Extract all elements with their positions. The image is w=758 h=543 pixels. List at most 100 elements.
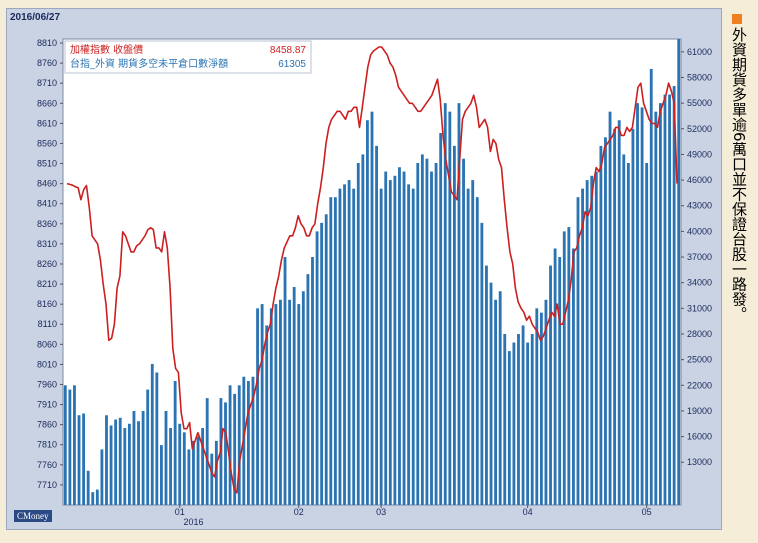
bar [178,423,182,505]
bar [553,248,557,505]
left-axis-tick-label: 8060 [37,339,57,349]
bar [411,188,415,505]
bar [150,363,154,505]
legend-value: 8458.87 [270,45,307,56]
bar [324,214,328,505]
bar [196,436,200,505]
bar [590,175,594,505]
left-axis-tick-label: 8810 [37,38,57,48]
bar [507,351,511,505]
x-axis-tick-label: 01 [175,507,185,517]
bar [301,291,305,505]
bar [462,158,465,505]
bar [343,184,346,506]
bar [393,175,397,505]
left-axis-tick-label: 8260 [37,259,57,269]
bar [283,257,287,505]
left-axis-tick-label: 8510 [37,159,57,169]
bar [517,333,520,505]
bar [503,333,507,505]
bar [379,188,383,505]
right-axis-tick-label: 43000 [687,201,712,211]
bar [636,103,639,505]
bar [366,120,369,505]
bar [127,423,131,505]
right-axis-tick-label: 31000 [687,303,712,313]
bar [498,291,502,505]
bar [370,111,374,506]
right-axis-tick-label: 46000 [687,175,712,185]
bar [512,342,516,505]
bar [95,489,99,505]
left-axis-tick-label: 8360 [37,219,57,229]
bar [430,171,433,505]
bar [123,428,127,505]
bar [471,180,475,505]
right-axis-tick-label: 16000 [687,432,712,442]
bar [448,111,452,506]
side-caption: 外資期貨多單逾6萬口並不保證台股一路發。 [729,14,751,322]
bar [631,128,635,505]
legend-label: 台指_外資 期貨多空未平倉口數淨額 [70,57,228,70]
bar [118,417,122,505]
bar [485,265,488,505]
bar [306,274,310,505]
bar [526,342,530,505]
bar [68,389,72,505]
bar [297,304,301,505]
bar [654,111,658,506]
x-axis-year-label: 2016 [183,517,203,527]
bar [169,428,172,505]
chart-svg: 8810 8760 8710 8660 8610 8560 8510 8460 8410 8360… [37,38,712,527]
left-axis-tick-label: 8760 [37,58,57,68]
bar [407,184,411,506]
bar [329,197,333,506]
bar [608,111,612,506]
bar [182,432,186,505]
left-axis-tick-label: 8460 [37,179,57,189]
right-axis-tick-label: 19000 [687,406,712,416]
left-axis-tick-label: 8560 [37,138,57,148]
bar [233,393,237,505]
caption-marker-icon [732,14,742,24]
bar [246,381,250,505]
chart-panel: 8810 8760 8710 8660 8610 8560 8510 8460 8410 8360… [6,8,722,530]
bar [265,325,269,505]
bar [356,162,360,506]
left-axis-tick-label: 8660 [37,98,57,108]
bar [320,222,324,505]
right-axis-tick-label: 34000 [687,278,712,288]
bar [581,188,584,505]
bar [260,304,264,505]
bar [535,308,539,505]
bar [109,425,113,505]
bar [210,453,214,505]
bar [420,154,424,505]
x-axis-tick-label: 04 [523,507,533,517]
bar [384,171,388,505]
right-axis-tick-label: 40000 [687,226,712,236]
bar [544,299,548,505]
bar [457,103,461,505]
bar [539,312,543,505]
bar [604,137,607,506]
bar [567,227,571,505]
bar [82,413,86,505]
right-axis-tick-label: 52000 [687,124,712,134]
cmoney-logo: CMoney [14,510,52,522]
bar [205,398,209,505]
bar [201,428,205,505]
bar [91,492,95,505]
right-axis-tick-label: 55000 [687,98,712,108]
bar [347,180,351,505]
bar [274,304,278,505]
bar [649,68,653,505]
bar [164,410,168,505]
legend-box [64,40,312,74]
right-axis-tick-label: 22000 [687,380,712,390]
bar [114,419,118,505]
bar [452,145,456,505]
index-line [66,46,678,494]
side-caption-text: 外資期貨多單逾6萬口並不保證台股一路發。 [730,27,748,322]
left-axis-tick-label: 8160 [37,299,57,309]
